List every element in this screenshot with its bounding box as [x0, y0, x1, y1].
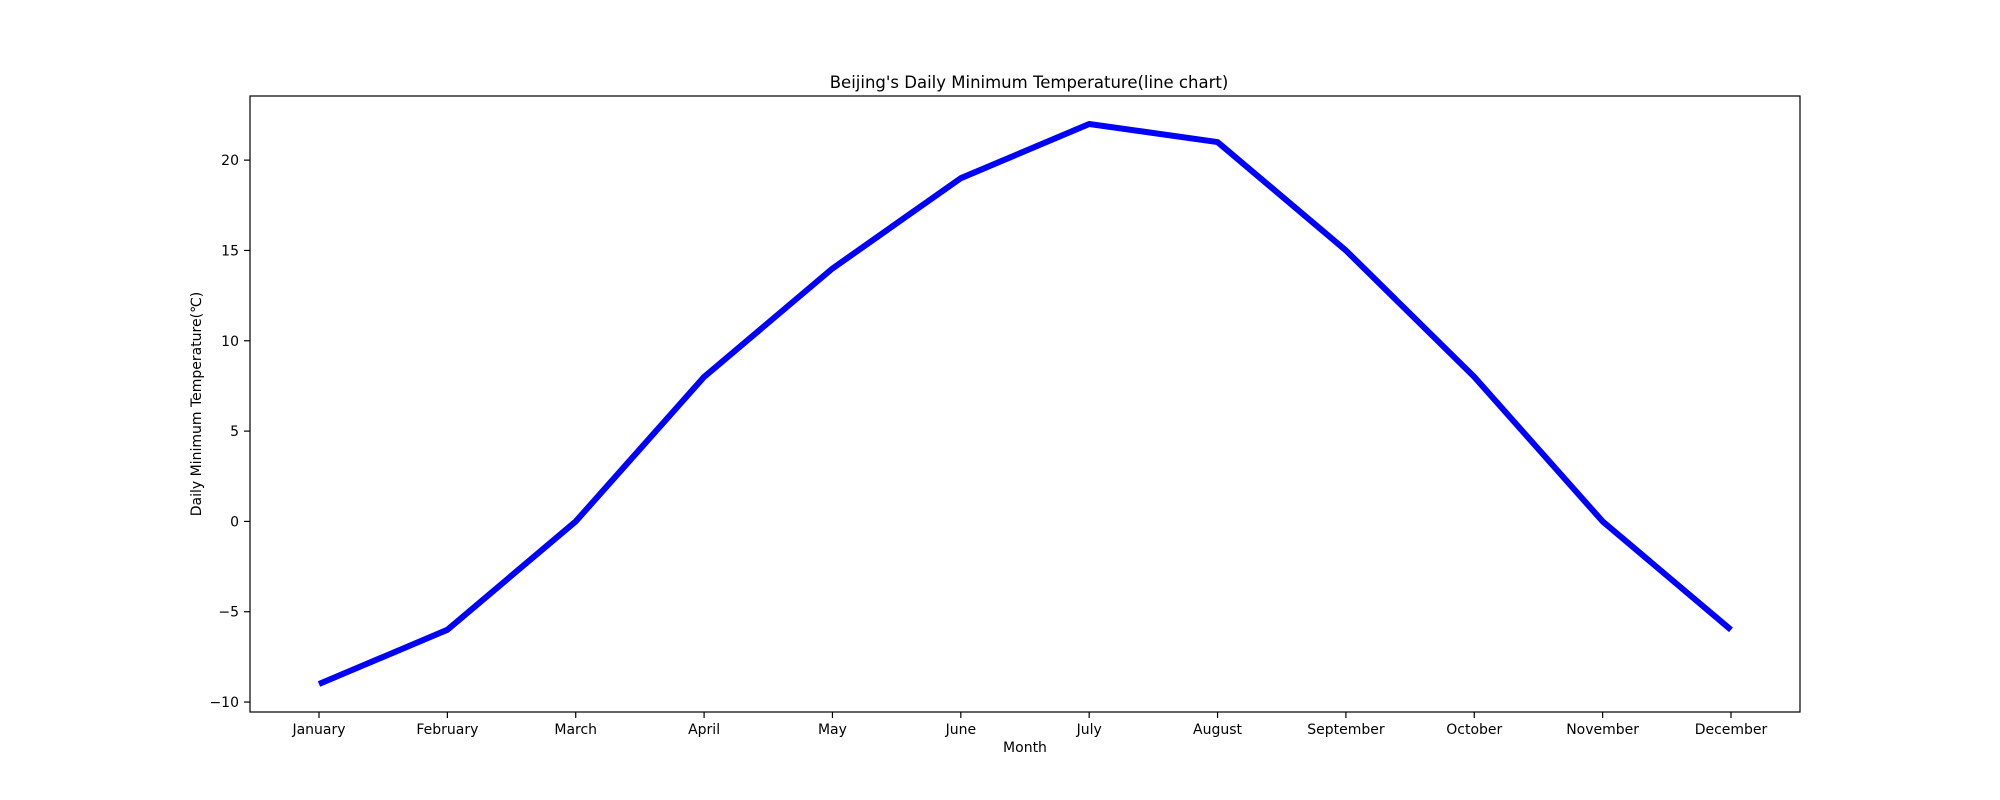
y-tick-label: −5: [218, 605, 239, 621]
x-tick-label: October: [1446, 722, 1502, 738]
y-tick-label: −10: [209, 695, 239, 711]
x-axis: January February March April May June July Augu…: [291, 712, 1768, 738]
series-layer: [317, 121, 1733, 687]
x-tick-label: February: [416, 722, 478, 738]
x-axis-title: Month: [1003, 740, 1047, 756]
series-line-0: [317, 121, 1733, 687]
x-tick-label: May: [818, 722, 847, 738]
x-tick-label: June: [945, 722, 977, 738]
x-tick-label: July: [1076, 722, 1102, 738]
x-tick-label: August: [1193, 722, 1243, 738]
y-tick-label: 0: [230, 514, 239, 530]
x-tick-label: November: [1566, 722, 1639, 738]
y-tick-label: 5: [230, 424, 239, 440]
x-tick-label: March: [554, 722, 597, 738]
x-tick-label: January: [291, 722, 345, 738]
y-tick-label: 15: [221, 243, 239, 259]
y-axis: −10 −5 0 5 10 15 20: [209, 153, 250, 711]
x-tick-label: December: [1695, 722, 1768, 738]
x-tick-label: April: [688, 722, 720, 738]
y-axis-title: Daily Minimum Temperature(℃): [189, 292, 205, 517]
plot-area-frame: [249, 95, 1801, 713]
y-tick-label: 10: [221, 334, 239, 350]
x-tick-label: September: [1307, 722, 1385, 738]
chart-title: Beijing's Daily Minimum Temperature(line…: [830, 73, 1229, 92]
y-tick-label: 20: [221, 153, 239, 169]
